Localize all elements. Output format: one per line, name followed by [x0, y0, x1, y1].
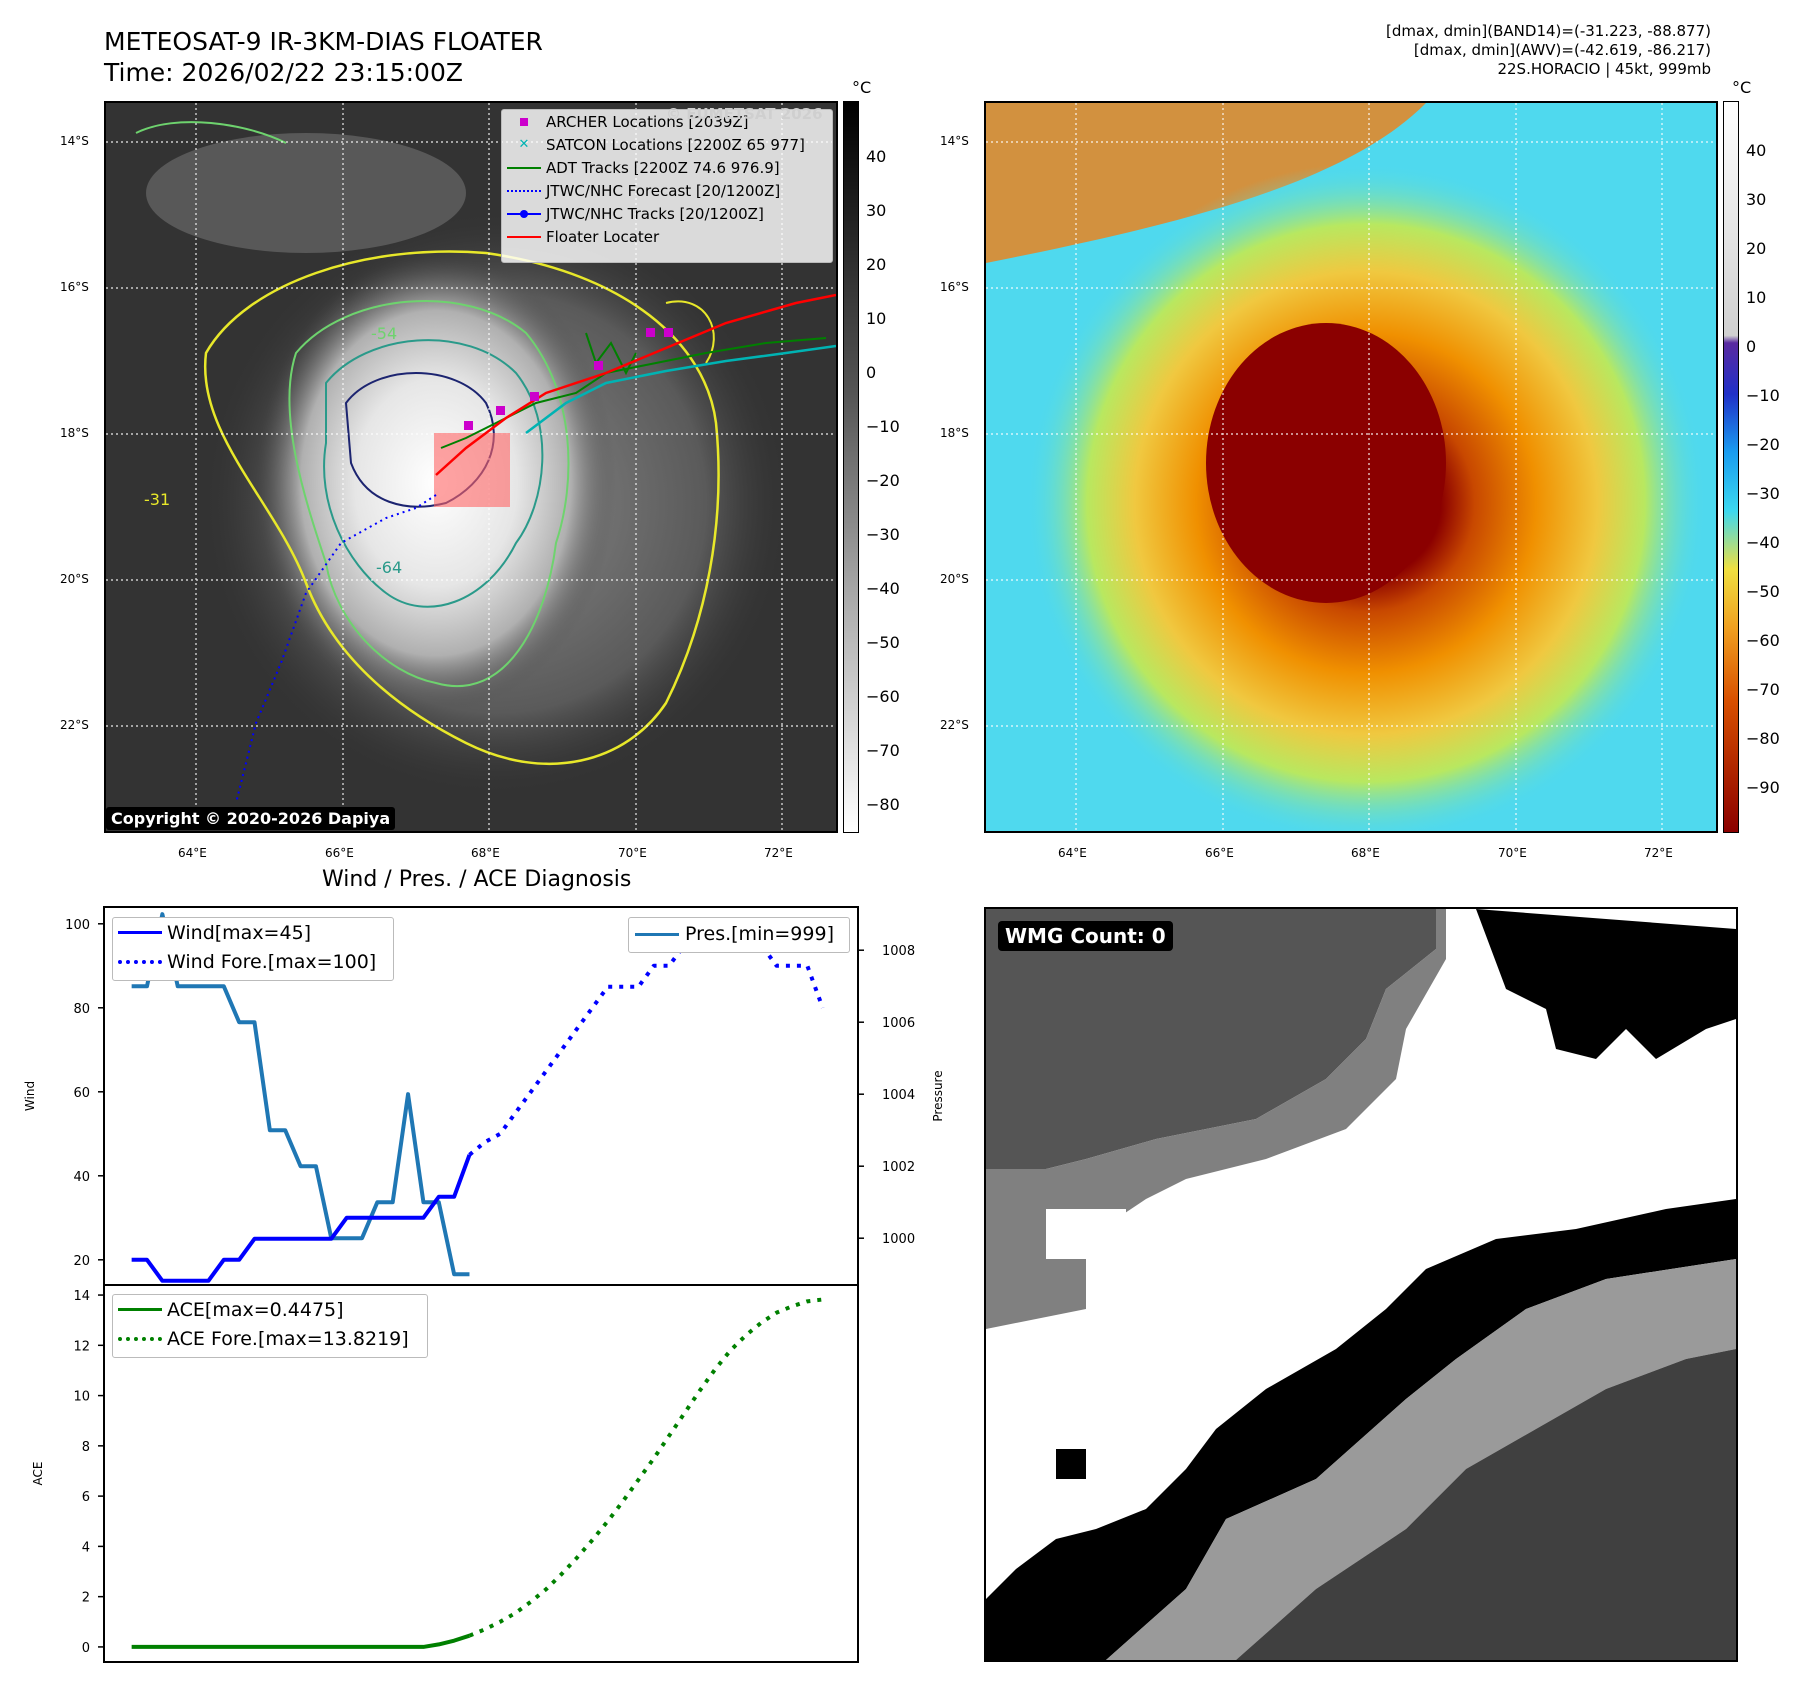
cold-core [1206, 323, 1446, 603]
pressure-tick-label: 1000 [882, 1232, 915, 1247]
ace-legend: ACE[max=0.4475] ACE Fore.[max=13.8219] [112, 1294, 428, 1358]
legend-jtwc-forecast: JTWC/NHC Forecast [20/1200Z] [502, 179, 832, 202]
contour-label-64: -64 [376, 558, 402, 577]
pressure-tick-label: 1008 [882, 944, 915, 959]
legend-satcon: ✕ SATCON Locations [2200Z 65 977] [518, 135, 805, 154]
info-awv: [dmax, dmin](AWV)=(-42.619, -86.217) [1413, 41, 1711, 59]
diagnosis-chart: Wind Pressure ACE 2040608010010001002100… [23, 906, 945, 1663]
wind-legend: Wind[max=45] Wind Fore.[max=100] [112, 917, 394, 981]
ace-tick-label: 12 [73, 1339, 90, 1354]
copyright-badge: Copyright © 2020-2026 Dapiya [106, 807, 396, 830]
wind-axis-label: Wind [23, 1081, 37, 1111]
color-colorbar [1723, 101, 1739, 833]
storm-info: [dmax, dmin](BAND14)=(-31.223, -88.877) … [1386, 22, 1711, 79]
map-legend: ARCHER Locations [2039Z] ✕ SATCON Locati… [501, 109, 833, 263]
archer-markers [464, 328, 673, 430]
wind-tick-label: 60 [73, 1086, 90, 1101]
wmg-dark-region [986, 909, 1436, 1169]
contour-teal [323, 339, 544, 608]
solid-line-icon [635, 932, 679, 936]
title-satellite: METEOSAT-9 IR-3KM-DIAS FLOATER [104, 27, 543, 56]
wind-tick-label: 100 [65, 918, 90, 933]
satcon-x-icon: ✕ [518, 137, 530, 152]
legend-ace-forecast: ACE Fore.[max=13.8219] [113, 1324, 427, 1353]
wind-tick-label: 40 [73, 1170, 90, 1185]
pressure-axis-label: Pressure [931, 1070, 945, 1121]
pressure-tick-label: 1006 [882, 1016, 915, 1031]
contour-green-1 [288, 300, 570, 688]
ace-tick-label: 4 [82, 1540, 90, 1555]
ace-tick-label: 8 [82, 1440, 90, 1455]
contour-yellow-outer [203, 250, 720, 765]
dotted-line-icon [118, 1336, 162, 1341]
pressure-tick-label: 1002 [882, 1160, 915, 1175]
color-map-gridlines [986, 103, 1716, 831]
wmg-canvas [986, 909, 1736, 1660]
adt-line-icon [507, 166, 541, 169]
adt-track [440, 337, 827, 449]
ace-axis-label: ACE [31, 1462, 45, 1486]
ace-tick-label: 10 [73, 1390, 90, 1405]
ace-tick-label: 2 [82, 1591, 90, 1606]
legend-wind: Wind[max=45] [113, 918, 393, 947]
dotted-line-icon [507, 189, 541, 192]
pressure-line [131, 912, 470, 1277]
legend-pressure: Pres.[min=999] [629, 918, 849, 950]
legend-adt: ADT Tracks [2200Z 74.6 976.9] [502, 156, 832, 179]
figure-title: METEOSAT-9 IR-3KM-DIAS FLOATER Time: 202… [104, 26, 543, 88]
diagnosis-title: Wind / Pres. / ACE Diagnosis [322, 867, 632, 892]
solid-line-icon [118, 931, 162, 934]
info-storm: 22S.HORACIO | 45kt, 999mb [1497, 60, 1711, 78]
legend-wind-forecast: Wind Fore.[max=100] [113, 947, 393, 976]
wind-forecast-line [468, 921, 825, 1157]
wind-tick-label: 80 [73, 1002, 90, 1017]
wind-line [131, 1154, 472, 1283]
ace-line [131, 1633, 471, 1649]
pressure-legend: Pres.[min=999] [628, 917, 850, 953]
red-line-icon [507, 235, 541, 238]
wmg-panel: WMG Count: 0 [984, 907, 1738, 1662]
archer-square-icon [520, 117, 528, 126]
satcon-track [525, 344, 836, 434]
eumetsat-watermark: © EUMETSAT 2026 [666, 105, 823, 123]
contour-label-31: -31 [144, 490, 170, 509]
color-ir-map-panel [984, 101, 1718, 833]
floater-track [435, 293, 836, 476]
gray-colorbar [843, 101, 859, 833]
ir-map-panel: -31 -54 -64 ARCHER Locations [2039Z] ✕ S… [104, 101, 838, 833]
contour-label-54: -54 [371, 324, 397, 343]
dotted-line-icon [118, 959, 162, 964]
ace-panel-frame [103, 1284, 859, 1663]
gray-colorbar-unit: °C [852, 78, 872, 97]
wmg-count-label: WMG Count: 0 [998, 921, 1173, 951]
title-time: Time: 2026/02/22 23:15:00Z [104, 58, 463, 87]
ace-tick-label: 6 [82, 1490, 90, 1505]
color-ir-map-canvas [986, 103, 1716, 831]
legend-archer: ARCHER Locations [2039Z] [502, 110, 832, 133]
color-colorbar-unit: °C [1732, 78, 1752, 97]
wind-tick-label: 20 [73, 1254, 90, 1269]
solid-line-icon [118, 1308, 162, 1311]
ace-tick-label: 14 [73, 1289, 90, 1304]
legend-jtwc-tracks: JTWC/NHC Tracks [20/1200Z] [502, 202, 832, 225]
ace-tick-label: 0 [82, 1641, 90, 1656]
pressure-tick-label: 1004 [882, 1088, 915, 1103]
ace-forecast-line [468, 1297, 823, 1638]
info-band14: [dmax, dmin](BAND14)=(-31.223, -88.877) [1386, 22, 1711, 40]
line-dot-icon [507, 209, 541, 218]
legend-floater: Floater Locater [502, 225, 832, 248]
legend-ace: ACE[max=0.4475] [113, 1295, 427, 1324]
wmg-black-band [986, 1199, 1736, 1660]
